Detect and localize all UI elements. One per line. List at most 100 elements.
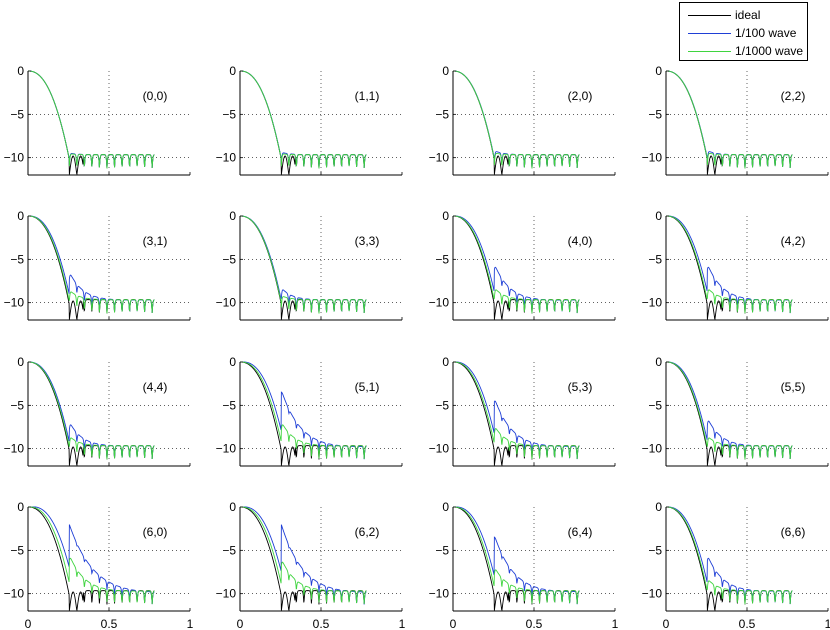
legend-entry-1-1000-wave: 1/1000 wave [680, 44, 807, 58]
panel-15: 0 −5 −10 0 0.5 1 (6,6) [642, 500, 830, 630]
y-tick-label: 0 [17, 355, 24, 369]
series-dev1000 [666, 506, 793, 605]
legend-label-1-1000-wave: 1/1000 wave [735, 44, 804, 58]
panel-10: 0 −5 −10 (5,3) [429, 355, 616, 467]
y-tick-label: −5 [10, 107, 24, 121]
panel-label: (5,5) [781, 380, 806, 394]
x-tick-label: 0.5 [101, 617, 118, 630]
series-dev100 [28, 506, 155, 605]
y-tick-label: −10 [216, 151, 237, 165]
y-tick-label: 0 [442, 500, 449, 514]
x-tick-label: 0.5 [739, 617, 756, 630]
panel-label: (5,3) [568, 380, 593, 394]
y-tick-label: −5 [435, 543, 449, 557]
panel-1: 0 −5 −10 (1,1) [216, 64, 403, 176]
x-tick-label: 0 [237, 617, 244, 630]
panel-label: (6,0) [143, 525, 168, 539]
y-tick-label: −10 [429, 587, 450, 601]
panel-6: 0 −5 −10 (4,0) [429, 209, 616, 321]
x-tick-label: 1 [187, 617, 194, 630]
series-dev1000 [28, 361, 155, 460]
legend: ideal 1/100 wave 1/1000 wave [679, 2, 808, 61]
y-tick-label: 0 [442, 64, 449, 78]
x-tick-label: 1 [399, 617, 406, 630]
y-tick-label: −10 [4, 151, 25, 165]
y-tick-label: −10 [429, 296, 450, 310]
legend-entry-1-100-wave: 1/100 wave [680, 26, 807, 40]
panel-label: (2,2) [781, 89, 806, 103]
y-tick-label: −5 [222, 543, 236, 557]
x-tick-label: 0.5 [526, 617, 543, 630]
y-tick-label: −10 [4, 296, 25, 310]
y-tick-label: −5 [435, 252, 449, 266]
y-tick-label: −10 [429, 442, 450, 456]
panel-label: (4,4) [143, 380, 168, 394]
y-tick-label: −10 [642, 587, 663, 601]
y-tick-label: −5 [10, 543, 24, 557]
panel-label: (4,2) [781, 234, 806, 248]
legend-swatch-1-100-wave [688, 33, 731, 34]
y-tick-label: 0 [655, 500, 662, 514]
y-tick-label: 0 [655, 355, 662, 369]
series-dev1000 [453, 361, 580, 460]
panel-label: (6,4) [568, 525, 593, 539]
series-dev1000 [240, 70, 367, 169]
x-tick-label: 1 [612, 617, 619, 630]
series-dev1000 [666, 70, 793, 169]
panel-label: (6,6) [781, 525, 806, 539]
x-tick-label: 1 [825, 617, 830, 630]
y-tick-label: 0 [229, 500, 236, 514]
y-tick-label: −5 [10, 252, 24, 266]
y-tick-label: −5 [648, 252, 662, 266]
y-tick-label: −5 [222, 252, 236, 266]
series-dev1000 [453, 506, 580, 605]
series-dev1000 [28, 506, 155, 605]
panel-label: (0,0) [143, 89, 168, 103]
y-tick-label: −5 [10, 398, 24, 412]
y-tick-label: −5 [435, 107, 449, 121]
y-tick-label: 0 [17, 209, 24, 223]
y-tick-label: −5 [435, 398, 449, 412]
panel-12: 0 −5 −10 0 0.5 1 (6,0) [4, 500, 194, 630]
series-dev1000 [453, 70, 580, 169]
y-tick-label: −10 [429, 151, 450, 165]
y-tick-label: −5 [648, 398, 662, 412]
y-tick-label: −10 [216, 296, 237, 310]
series-dev1000 [453, 215, 580, 314]
panel-4: 0 −5 −10 (3,1) [4, 209, 191, 321]
y-tick-label: −5 [648, 107, 662, 121]
series-dev1000 [240, 361, 367, 460]
y-tick-label: −10 [642, 151, 663, 165]
y-tick-label: −10 [642, 442, 663, 456]
y-tick-label: 0 [17, 500, 24, 514]
legend-label-ideal: ideal [735, 8, 761, 22]
panel-14: 0 −5 −10 0 0.5 1 (6,4) [429, 500, 619, 630]
y-tick-label: 0 [655, 209, 662, 223]
panel-label: (2,0) [568, 89, 593, 103]
panel-label: (6,2) [355, 525, 380, 539]
panel-7: 0 −5 −10 (4,2) [642, 209, 829, 321]
panel-label: (4,0) [568, 234, 593, 248]
series-dev1000 [240, 506, 367, 605]
panel-5: 0 −5 −10 (3,3) [216, 209, 403, 321]
panel-11: 0 −5 −10 (5,5) [642, 355, 829, 467]
panel-8: 0 −5 −10 (4,4) [4, 355, 191, 467]
series-dev1000 [28, 70, 155, 169]
y-tick-label: 0 [442, 209, 449, 223]
panel-3: 0 −5 −10 (2,2) [642, 64, 829, 176]
panel-9: 0 −5 −10 (5,1) [216, 355, 403, 467]
y-tick-label: 0 [229, 64, 236, 78]
y-tick-label: 0 [229, 355, 236, 369]
y-tick-label: −10 [216, 587, 237, 601]
legend-swatch-1-1000-wave [688, 51, 731, 52]
series-dev1000 [28, 215, 155, 314]
y-tick-label: 0 [442, 355, 449, 369]
y-tick-label: −5 [222, 107, 236, 121]
y-tick-label: 0 [655, 64, 662, 78]
y-tick-label: −10 [216, 442, 237, 456]
panel-label: (5,1) [355, 380, 380, 394]
y-tick-label: −10 [4, 442, 25, 456]
series-dev1000 [666, 361, 793, 460]
panel-label: (3,3) [355, 234, 380, 248]
